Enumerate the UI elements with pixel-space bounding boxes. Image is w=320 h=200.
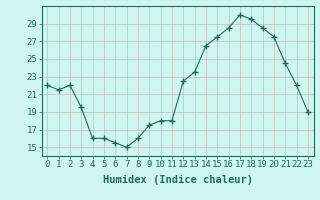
X-axis label: Humidex (Indice chaleur): Humidex (Indice chaleur): [103, 175, 252, 185]
